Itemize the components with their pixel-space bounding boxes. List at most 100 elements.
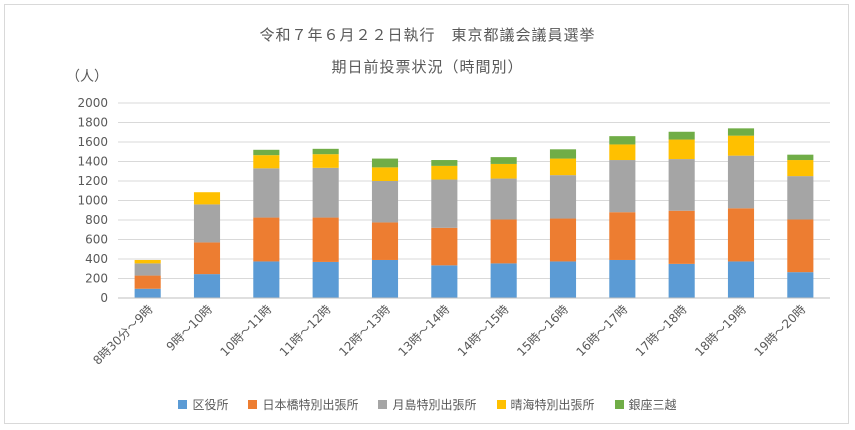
legend-label: 銀座三越: [628, 398, 677, 412]
bar-segment: [490, 219, 517, 264]
y-tick-label: 1800: [77, 116, 108, 130]
bar-segment: [668, 131, 695, 140]
bar-segment: [549, 218, 577, 262]
y-tick-label: 200: [85, 272, 108, 286]
bar-segment: [787, 219, 814, 273]
legend-label: 区役所: [192, 398, 229, 412]
bar-segment: [253, 149, 280, 156]
y-tick-label: 600: [85, 233, 108, 247]
bar-segment: [134, 275, 161, 289]
x-tick-label: 13時～14時: [395, 302, 452, 359]
bar-segment: [312, 148, 339, 155]
x-tick-label: 10時～11時: [217, 302, 274, 359]
bar-segment: [253, 155, 280, 169]
bar-segment: [253, 168, 280, 218]
bar-segment: [193, 274, 221, 298]
y-tick-label: 0: [100, 291, 108, 305]
bar-segment: [312, 154, 339, 168]
legend-item: 区役所: [178, 396, 228, 413]
legend-swatch: [496, 400, 506, 409]
x-tick-label: 11時～12時: [277, 302, 334, 359]
x-tick-label: 19時～20時: [751, 302, 808, 359]
x-tick-label: 8時30分～9時: [90, 302, 155, 367]
bar-segment: [668, 263, 695, 298]
legend-label: 日本橋特別出張所: [262, 398, 359, 412]
bar-segment: [727, 208, 755, 262]
legend-swatch: [248, 400, 258, 409]
legend-label: 月島特別出張所: [392, 398, 477, 412]
y-tick-label: 2000: [77, 96, 108, 110]
bar-segment: [549, 158, 577, 176]
bar-segment: [431, 179, 458, 228]
bar-segment: [431, 160, 458, 166]
bar-segment: [431, 227, 458, 266]
bar-segment: [312, 167, 339, 218]
chart-subtitle: 期日前投票状況（時間別）: [331, 58, 524, 76]
bar-segment: [490, 178, 517, 220]
bar-segment: [727, 135, 755, 156]
bar-segment: [371, 259, 399, 298]
bar-segment: [609, 144, 636, 161]
x-tick-label: 9時～10時: [164, 302, 216, 354]
chart-legend: 区役所 日本橋特別出張所 月島特別出張所 晴海特別出張所 銀座三越: [0, 396, 855, 413]
bar-segment: [490, 163, 517, 179]
y-tick-label: 400: [85, 252, 108, 266]
x-tick-label: 18時～19時: [692, 302, 749, 359]
bar-segment: [312, 261, 339, 298]
bar-segment: [371, 222, 399, 260]
bar-segment: [727, 261, 755, 298]
bar-segment: [668, 139, 695, 160]
bar-segment: [312, 217, 339, 262]
bar-segment: [549, 261, 577, 298]
bar-segment: [371, 167, 399, 181]
bar-segment: [134, 288, 161, 298]
x-tick-label: 14時～15時: [455, 302, 512, 359]
legend-item: 日本橋特別出張所: [248, 396, 358, 413]
bar-segment: [193, 242, 221, 275]
bar-segment: [490, 157, 517, 164]
bar-segment: [134, 259, 161, 264]
bar-segment: [371, 158, 399, 168]
bar-segment: [193, 204, 221, 243]
x-tick-label: 16時～17時: [573, 302, 630, 359]
bar-segment: [431, 265, 458, 298]
bar-segment: [193, 192, 221, 205]
bar-segment: [668, 210, 695, 264]
legend-item: 銀座三越: [614, 396, 677, 413]
bar-segment: [787, 160, 814, 177]
y-axis-unit-label: （人）: [66, 69, 108, 85]
bar-segment: [609, 259, 636, 298]
bar-segment: [609, 136, 636, 145]
x-tick-label: 12時～13時: [336, 302, 393, 359]
bar-segment: [371, 181, 399, 223]
bar-segment: [490, 263, 517, 298]
chart-area: [4, 4, 849, 424]
bar-segment: [609, 160, 636, 213]
y-tick-label: 1000: [77, 194, 108, 208]
chart-title: 令和７年６月２２日執行 東京都議会議員選挙: [259, 26, 596, 44]
x-tick-label: 17時～18時: [633, 302, 690, 359]
bar-segment: [609, 212, 636, 260]
legend-swatch: [378, 400, 388, 409]
bar-segment: [253, 261, 280, 298]
bar-segment: [253, 217, 280, 262]
bar-segment: [727, 155, 755, 209]
legend-label: 晴海特別出張所: [510, 398, 595, 412]
bar-segment: [134, 263, 161, 276]
bar-segment: [668, 159, 695, 211]
x-tick-label: 15時～16時: [514, 302, 571, 359]
bar-segment: [549, 175, 577, 219]
y-tick-label: 1400: [77, 155, 108, 169]
bar-segment: [549, 149, 577, 159]
y-tick-label: 1600: [77, 135, 108, 149]
y-tick-label: 800: [85, 213, 108, 227]
legend-swatch: [178, 400, 188, 409]
bar-segment: [431, 165, 458, 180]
bar-segment: [727, 128, 755, 136]
legend-item: 晴海特別出張所: [496, 396, 595, 413]
legend-swatch: [614, 400, 624, 409]
legend-item: 月島特別出張所: [378, 396, 477, 413]
y-tick-label: 1200: [77, 174, 108, 188]
bar-segment: [787, 272, 814, 298]
